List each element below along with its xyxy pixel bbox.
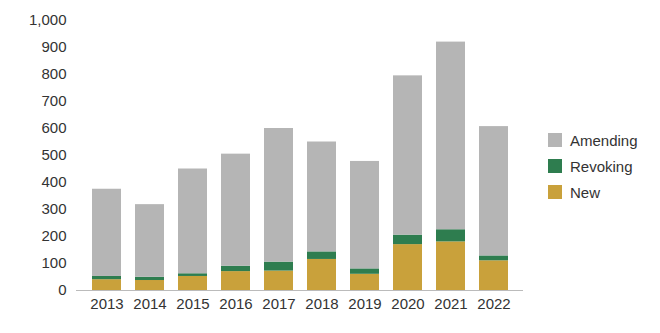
svg-text:700: 700 [41,92,66,109]
svg-text:2016: 2016 [219,295,252,312]
svg-text:1,000: 1,000 [29,11,67,28]
svg-text:300: 300 [41,200,66,217]
svg-text:500: 500 [41,146,66,163]
svg-text:2013: 2013 [90,295,123,312]
svg-text:2020: 2020 [391,295,424,312]
svg-text:2018: 2018 [305,295,338,312]
html-text:Revoking: Revoking [570,157,633,175]
svg-text:2017: 2017 [262,295,295,312]
html-text:New: New [570,183,600,201]
svg-text:400: 400 [41,173,66,190]
svg-text:900: 900 [41,38,66,55]
svg-text:100: 100 [41,254,66,271]
svg-text:2015: 2015 [176,295,209,312]
svg-text:800: 800 [41,65,66,82]
svg-text:0: 0 [58,281,66,298]
svg-text:2019: 2019 [348,295,381,312]
svg-text:2022: 2022 [477,295,510,312]
html-text:Amending: Amending [570,131,638,149]
svg-text:2021: 2021 [434,295,467,312]
svg-text:600: 600 [41,119,66,136]
svg-text:2014: 2014 [133,295,166,312]
svg-text:200: 200 [41,227,66,244]
